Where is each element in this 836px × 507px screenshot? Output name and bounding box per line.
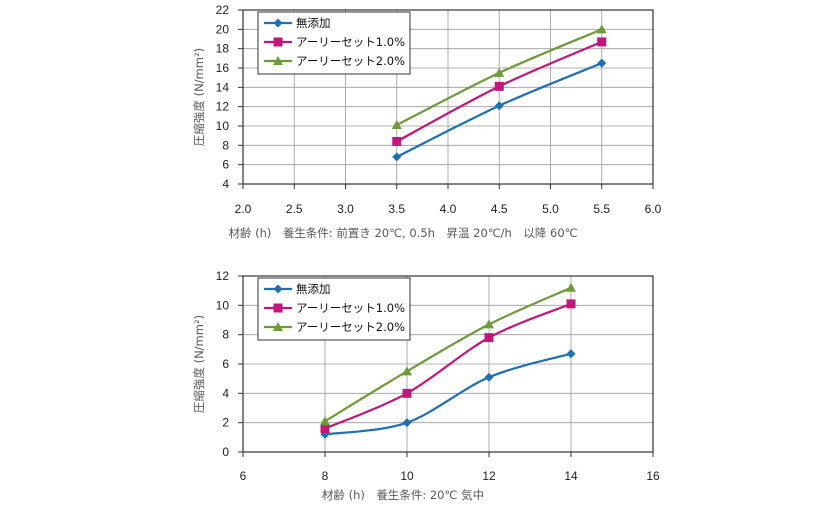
y-tick-label: 16 bbox=[216, 61, 230, 75]
y-tick-label: 8 bbox=[222, 328, 229, 342]
y-tick-label: 22 bbox=[216, 3, 230, 17]
x-tick-label: 12 bbox=[482, 469, 496, 483]
x-axis-title: 材齢 (h) 養生条件: 前置き 20℃, 0.5h 昇温 20℃/h 以降 6… bbox=[228, 226, 577, 240]
data-point bbox=[596, 24, 607, 34]
legend-marker bbox=[273, 56, 283, 65]
x-tick-label: 4.5 bbox=[491, 202, 508, 216]
data-point bbox=[566, 349, 576, 359]
x-tick-label: 6 bbox=[240, 469, 247, 483]
series-line bbox=[324, 302, 572, 430]
x-tick-label: 3.5 bbox=[388, 202, 405, 216]
y-tick-label: 6 bbox=[222, 357, 229, 371]
y-tick-label: 12 bbox=[216, 100, 230, 114]
y-axis-title: 圧縮強度 (N/mm²) bbox=[192, 315, 206, 413]
y-tick-label: 18 bbox=[216, 42, 230, 56]
y-tick-label: 10 bbox=[216, 119, 230, 133]
legend-label: アーリーセット1.0% bbox=[296, 35, 405, 49]
series-3 bbox=[320, 282, 576, 426]
data-point bbox=[392, 136, 402, 146]
x-tick-label: 2.0 bbox=[235, 202, 252, 216]
y-tick-label: 2 bbox=[222, 416, 229, 430]
data-point bbox=[494, 81, 504, 91]
data-point bbox=[320, 416, 330, 426]
series-3 bbox=[391, 24, 607, 130]
legend-marker bbox=[273, 37, 283, 47]
legend-label: アーリーセット2.0% bbox=[296, 54, 405, 68]
x-tick-label: 5.5 bbox=[593, 202, 610, 216]
data-point bbox=[402, 418, 412, 428]
legend-marker bbox=[273, 322, 283, 331]
y-tick-label: 12 bbox=[216, 269, 230, 283]
y-tick-label: 14 bbox=[216, 80, 230, 94]
x-tick-label: 2.5 bbox=[286, 202, 303, 216]
x-tick-label: 14 bbox=[564, 469, 578, 483]
data-point bbox=[392, 152, 402, 162]
legend-label: アーリーセット1.0% bbox=[296, 301, 405, 315]
x-tick-label: 5.0 bbox=[542, 202, 559, 216]
data-point bbox=[484, 319, 494, 329]
x-tick-label: 10 bbox=[400, 469, 414, 483]
data-point bbox=[484, 333, 494, 343]
data-point bbox=[494, 67, 505, 77]
x-tick-label: 8 bbox=[322, 469, 329, 483]
y-tick-label: 10 bbox=[216, 298, 230, 312]
data-point bbox=[597, 37, 607, 47]
legend-label: 無添加 bbox=[296, 282, 331, 296]
series-line bbox=[324, 352, 572, 436]
data-point bbox=[484, 372, 494, 382]
chart-2: 6 8 10 12 14 16 0 2 4 6 8 10 12 材齢 (h) 養生条件: 20℃ 気中 圧縮… bbox=[192, 269, 660, 502]
data-point bbox=[402, 366, 412, 376]
series-2 bbox=[392, 37, 607, 146]
data-point bbox=[566, 282, 576, 292]
series-1 bbox=[392, 58, 607, 162]
y-tick-label: 4 bbox=[222, 177, 229, 191]
x-axis-title: 材齢 (h) 養生条件: 20℃ 気中 bbox=[322, 488, 484, 502]
data-point bbox=[391, 120, 402, 130]
y-axis-title: 圧縮強度 (N/mm²) bbox=[192, 48, 206, 146]
y-tick-label: 4 bbox=[222, 386, 229, 400]
legend-label: 無添加 bbox=[296, 16, 331, 30]
legend-label: アーリーセット2.0% bbox=[296, 320, 405, 334]
series-line bbox=[324, 286, 572, 423]
data-point bbox=[494, 101, 504, 111]
data-point bbox=[597, 58, 607, 68]
y-tick-label: 6 bbox=[222, 158, 229, 172]
x-tick-label: 3.0 bbox=[337, 202, 354, 216]
y-tick-label: 8 bbox=[222, 138, 229, 152]
series-2 bbox=[320, 299, 576, 434]
legend-marker bbox=[273, 284, 283, 294]
y-tick-label: 0 bbox=[222, 445, 229, 459]
legend-marker bbox=[273, 303, 283, 313]
data-point bbox=[566, 299, 576, 309]
legend-marker bbox=[273, 18, 283, 28]
x-tick-label: 6.0 bbox=[645, 202, 662, 216]
y-tick-label: 20 bbox=[216, 22, 230, 36]
x-tick-label: 4.0 bbox=[440, 202, 457, 216]
chart-1: 2.0 2.5 3.0 3.5 4.0 4.5 5.0 5.5 6.0 4 6 8 10 12 14 16 18… bbox=[192, 3, 662, 240]
x-tick-label: 16 bbox=[646, 469, 660, 483]
data-point bbox=[320, 424, 330, 434]
data-point bbox=[402, 388, 412, 398]
